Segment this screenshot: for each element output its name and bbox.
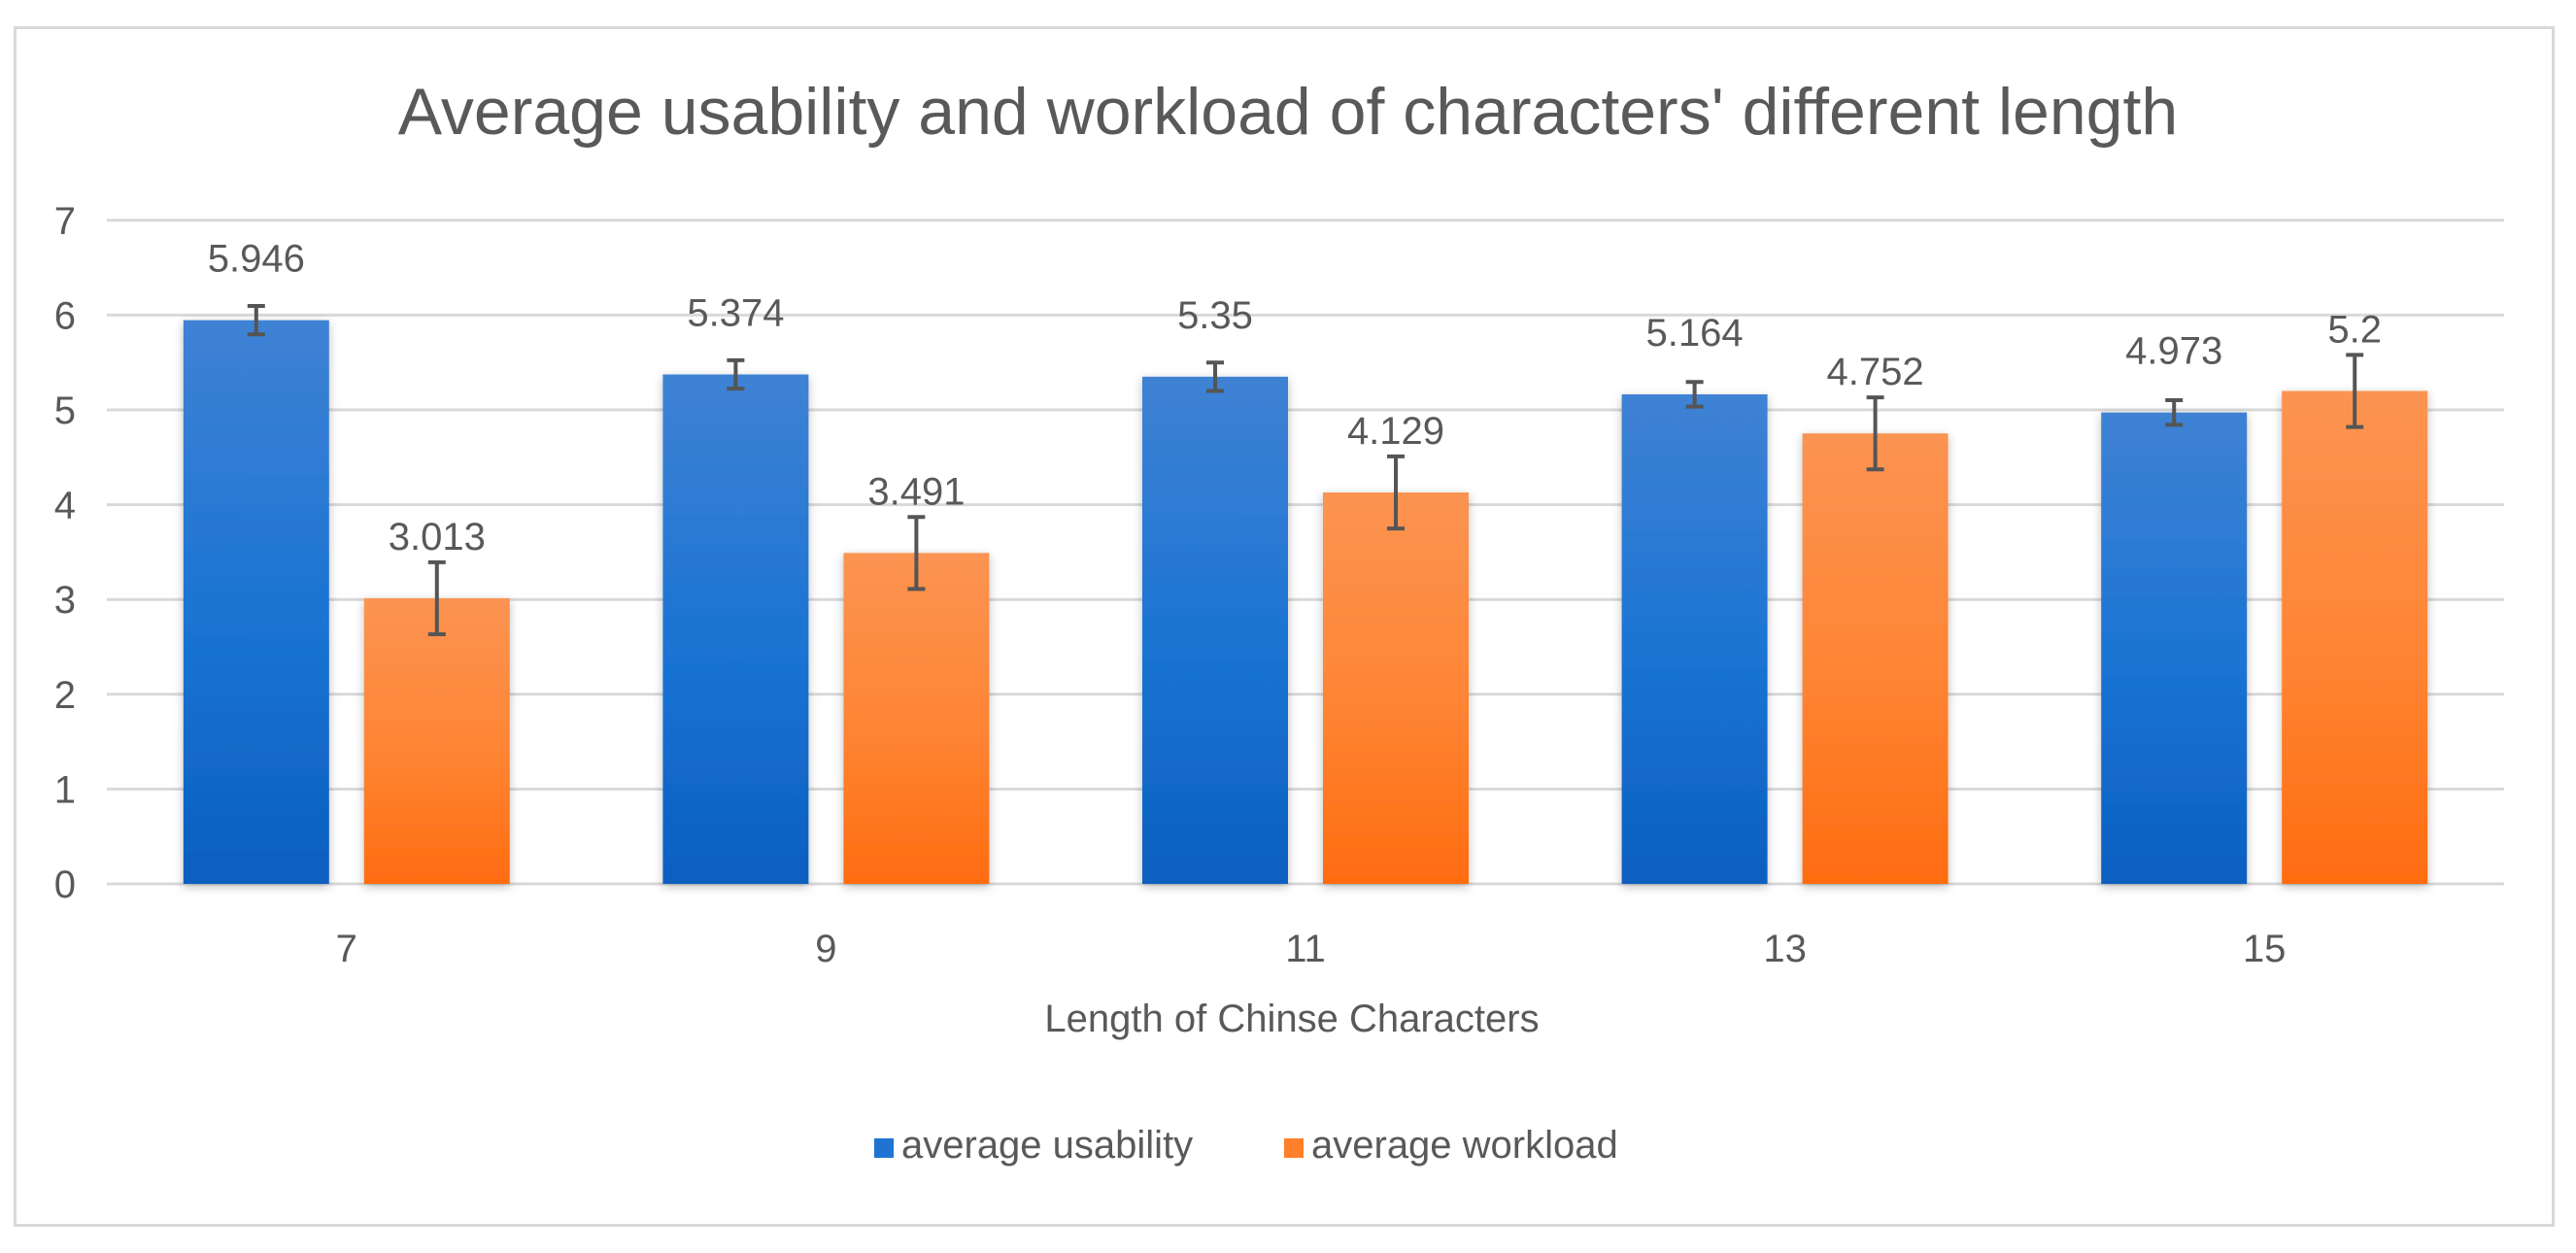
x-axis-label: Length of Chinse Characters <box>1044 998 1539 1040</box>
bars <box>183 320 2428 885</box>
bar-average-usability-9 <box>662 374 809 885</box>
x-tick-label: 13 <box>1763 928 1807 970</box>
y-tick-label: 2 <box>54 674 76 717</box>
bar-average-workload-13 <box>1802 433 1949 884</box>
error-bar-average-workload-15 <box>2346 353 2364 429</box>
y-tick-label: 5 <box>54 389 76 432</box>
y-tick-label: 1 <box>54 768 76 811</box>
bar-average-workload-9 <box>843 553 990 884</box>
data-label-average-usability-9: 5.374 <box>687 291 784 334</box>
error-bar-average-usability-9 <box>727 357 745 391</box>
y-tick-label: 0 <box>54 864 76 906</box>
error-bar-average-workload-13 <box>1866 395 1884 472</box>
y-tick-label: 7 <box>54 200 76 243</box>
error-bar-average-usability-11 <box>1206 360 1224 393</box>
data-label-average-workload-11: 4.129 <box>1347 410 1444 453</box>
legend-swatch-workload <box>1284 1138 1304 1158</box>
bar-average-workload-11 <box>1323 492 1469 884</box>
x-tick-label: 9 <box>815 928 836 970</box>
chart-title: Average usability and workload of charac… <box>398 75 2178 149</box>
data-label-average-usability-15: 4.973 <box>2125 330 2222 373</box>
y-tick-label: 6 <box>54 294 76 337</box>
data-label-average-workload-13: 4.752 <box>1827 351 1924 393</box>
error-bar-average-workload-9 <box>907 515 926 592</box>
bar-average-usability-15 <box>2101 412 2248 884</box>
legend-label-usability: average usability <box>901 1124 1193 1167</box>
y-tick-label: 3 <box>54 579 76 622</box>
x-axis-ticks: 7 9 11 13 15 <box>336 928 2287 970</box>
bar-average-workload-15 <box>2282 390 2428 884</box>
legend-swatch-usability <box>874 1138 894 1158</box>
error-bar-average-usability-7 <box>247 304 265 337</box>
legend-label-workload: average workload <box>1311 1124 1618 1167</box>
bar-average-usability-13 <box>1621 393 1768 884</box>
error-bars <box>247 304 2364 637</box>
error-bar-average-usability-13 <box>1685 380 1704 409</box>
x-tick-label: 7 <box>336 928 357 970</box>
bar-average-usability-7 <box>183 320 329 884</box>
data-label-average-usability-11: 5.35 <box>1177 294 1253 337</box>
data-label-average-workload-9: 3.491 <box>867 470 965 513</box>
data-label-average-usability-7: 5.946 <box>208 238 305 281</box>
y-axis-ticks: 0 1 2 3 4 5 6 7 <box>54 200 76 906</box>
x-tick-label: 15 <box>2243 928 2287 970</box>
data-label-average-usability-13: 5.164 <box>1646 312 1744 355</box>
x-tick-label: 11 <box>1285 928 1326 970</box>
data-label-average-workload-7: 3.013 <box>389 516 486 559</box>
error-bar-average-usability-15 <box>2165 397 2184 427</box>
data-label-average-workload-15: 5.2 <box>2327 308 2382 351</box>
bar-average-usability-11 <box>1142 376 1288 885</box>
y-tick-label: 4 <box>54 485 76 527</box>
legend: average usability average workload <box>874 1124 1618 1167</box>
error-bar-average-workload-11 <box>1387 454 1405 531</box>
bar-average-workload-7 <box>363 597 510 884</box>
error-bar-average-workload-7 <box>427 559 446 637</box>
data-labels: 5.946 3.013 5.374 3.491 5.35 4.129 5.164 4.752 4… <box>208 238 2382 559</box>
